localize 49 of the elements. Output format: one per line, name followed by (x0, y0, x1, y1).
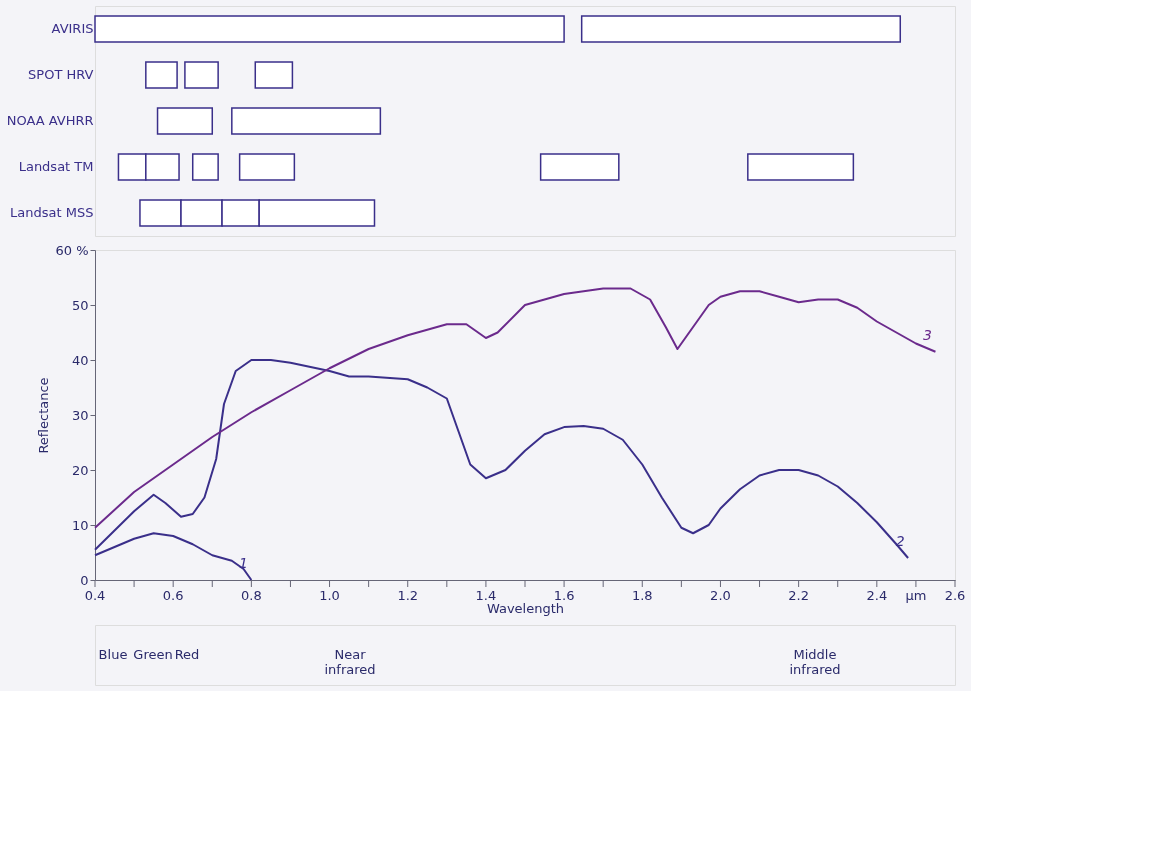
line-series (94, 287, 937, 529)
y-tick-label: SPOT HRV (28, 67, 94, 82)
x-tick-label: 0.6 (162, 588, 184, 603)
bar (94, 15, 565, 43)
x-tick-label: 2.2 (788, 588, 809, 603)
x-tick-label: 0.8 (241, 588, 262, 603)
y-tick-label: 50 (71, 297, 89, 313)
y-axis-title: Reflectance (36, 377, 52, 454)
text: Blue (98, 647, 128, 662)
bar (580, 15, 902, 43)
bar (156, 107, 214, 135)
y-tick-label: 60 % (55, 242, 89, 258)
y-tick-label: NOAA AVHRR (6, 113, 94, 128)
x-tick-label: 2.0 (710, 588, 731, 603)
bar (238, 153, 296, 181)
line-series (94, 359, 910, 559)
bar (254, 61, 294, 89)
x-tick-label: 1.6 (553, 588, 575, 603)
y-tick-label: 10 (71, 517, 89, 533)
series-label: 3 (922, 326, 932, 343)
bar (191, 153, 219, 181)
x-tick-label: 2.6 (944, 588, 966, 603)
x-tick-label: 0.4 (84, 588, 106, 603)
x-axis-title: Wavelength (486, 600, 565, 616)
y-tick-label: Landsat MSS (10, 205, 94, 220)
x-tick-label: 1.0 (319, 588, 340, 603)
text: Green (133, 647, 173, 662)
series-label: 1 (238, 555, 248, 571)
y-tick-label: 0 (80, 572, 89, 588)
text: Red (174, 647, 200, 662)
text: Middle infrared (789, 647, 841, 677)
y-tick-label: 20 (71, 462, 89, 478)
bar (539, 153, 620, 181)
x-tick-label: 1.8 (631, 588, 653, 603)
x-tick-label: 1.4 (475, 588, 497, 603)
bar (231, 107, 382, 135)
y-tick-label: AVIRIS (51, 21, 94, 36)
x-tick-label: 1.2 (397, 588, 419, 603)
x-tick-label: 2.4 (866, 588, 888, 603)
text: Near infrared (324, 647, 376, 677)
bar (145, 61, 178, 89)
y-tick-label: 40 (71, 352, 89, 368)
series-label: 2 (895, 533, 905, 549)
x-tick-label: µm (905, 588, 927, 603)
y-tick-label: 30 (71, 407, 89, 423)
y-tick-label: Landsat TM (18, 159, 94, 174)
line-series (94, 532, 253, 581)
bar (184, 61, 219, 89)
bar (747, 153, 855, 181)
